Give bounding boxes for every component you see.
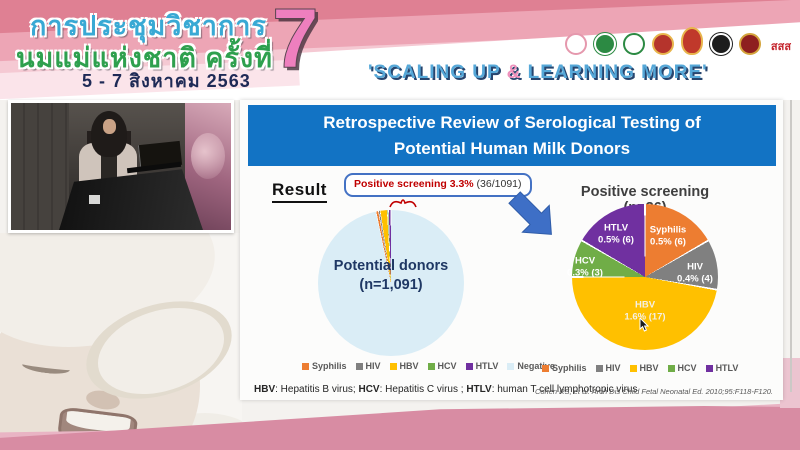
thai-health-sss-logo-icon: สสส	[770, 41, 792, 53]
result-heading: Result	[272, 180, 327, 203]
legend2-swatch-hcv	[667, 364, 675, 372]
legend-swatch-syphilis	[302, 362, 309, 370]
callout-detail: (36/1091)	[473, 178, 522, 190]
slide-title-line1: Retrospective Review of Serological Test…	[323, 113, 701, 132]
blue-arrow-icon	[508, 191, 552, 235]
legend2-swatch-htlv	[705, 364, 713, 372]
pediatric-society-logo-icon	[739, 33, 761, 55]
legend-swatch-hcv	[427, 362, 435, 370]
legend2-swatch-hbv	[629, 364, 637, 372]
callout-brace-icon	[389, 199, 417, 208]
legend-swatch-hiv	[355, 362, 363, 370]
pie-chart-potential-donors: Potential donors (n=1,091)	[318, 210, 464, 356]
slice-label-hbv: HBV 1.6% (17)	[624, 299, 666, 323]
conference-title-line1: การประชุมวิชาการ	[30, 11, 267, 41]
legend-right: Syphilis HIV HBV HCV HTLV	[542, 363, 738, 373]
slice-label-htlv: HTLV 0.5% (6)	[598, 222, 634, 246]
legend-swatch-htlv	[465, 362, 473, 370]
mouse-cursor-icon	[639, 318, 650, 332]
slogan-open: 'SCALING UP	[368, 62, 507, 83]
conference-date: 5 - 7 สิงหาคม 2563	[82, 71, 251, 91]
health-dept-logo-icon	[594, 33, 616, 55]
positive-screening-callout: Positive screening 3.3% (36/1091)	[344, 173, 532, 197]
slide-title-line2: Potential Human Milk Donors	[393, 138, 631, 158]
slogan-ampersand: &	[506, 62, 522, 83]
slice-label-hiv: HIV 0.4% (4)	[677, 261, 713, 285]
presentation-slide: Retrospective Review of Serological Test…	[240, 100, 783, 400]
pie-left-center-label: Potential donors (n=1,091)	[333, 258, 449, 293]
medical-assoc-logo-icon	[623, 33, 645, 55]
right-divider-line	[790, 100, 792, 392]
conference-title-line2: นมแม่แห่งชาติ ครั้งที่	[16, 43, 273, 73]
sponsor-logo-row: สสส	[565, 27, 794, 55]
legend-swatch-negative	[507, 362, 515, 370]
royal-crown-logo-icon	[681, 27, 703, 55]
legend-swatch-hbv	[389, 362, 397, 370]
legend2-swatch-syphilis	[542, 364, 549, 372]
royal-college-logo-icon	[652, 33, 674, 55]
presenter-video-frame	[8, 100, 234, 233]
slide-title-banner: Retrospective Review of Serological Test…	[248, 105, 776, 166]
slice-label-syphilis: Syphilis 0.5% (6)	[649, 224, 687, 248]
breastfeeding-center-logo-icon	[565, 33, 587, 55]
conference-header: การประชุมวิชาการ นมแม่แห่งชาติ ครั้งที่ …	[0, 0, 800, 100]
abbreviation-footnote: HBV: Hepatitis B virus; HCV: Hepatitis C…	[254, 384, 638, 395]
legend-left: Syphilis HIV HBV HCV HTLV Negative	[302, 361, 555, 371]
baby-background-image	[0, 233, 242, 450]
slogan-close: LEARNING MORE'	[521, 62, 708, 83]
pie-chart-positive-screening: Syphilis 0.5% (6) HIV 0.4% (4) HBV 1.6% …	[567, 204, 718, 350]
edition-number: 7	[272, 0, 320, 85]
slice-label-hcv: HCV 0.3% (3)	[567, 255, 603, 279]
nursing-council-logo-icon	[710, 33, 732, 55]
callout-highlight: Positive screening 3.3%	[354, 178, 474, 190]
conference-slogan: 'SCALING UP & LEARNING MORE'	[368, 62, 708, 84]
reference-citation: Cohen RS, et al. Arch Dis Child Fetal Ne…	[534, 387, 773, 396]
presenter-video-feed	[11, 103, 231, 230]
legend2-swatch-hiv	[595, 364, 603, 372]
